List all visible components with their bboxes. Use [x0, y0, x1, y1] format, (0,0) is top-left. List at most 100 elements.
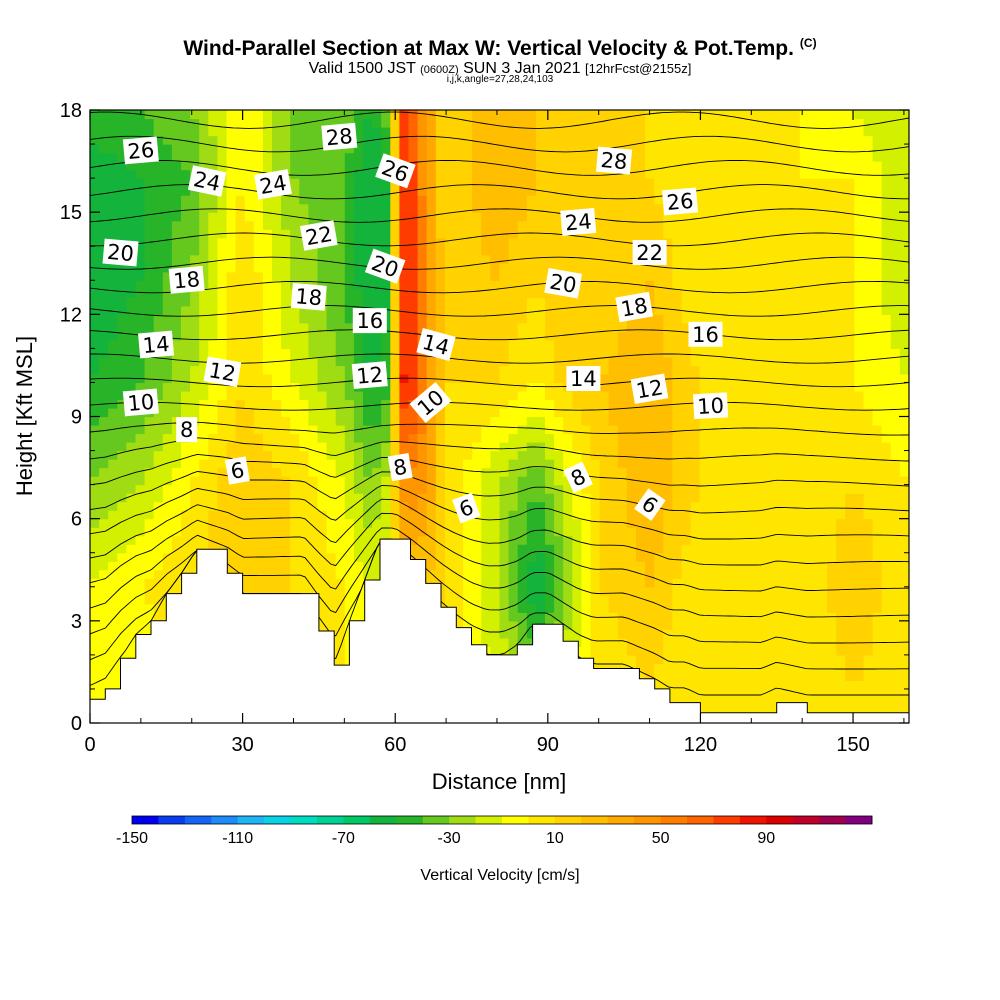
- velocity-cell: [663, 544, 673, 554]
- velocity-cell: [372, 339, 382, 349]
- velocity-cell: [535, 484, 546, 494]
- velocity-cell: [399, 203, 410, 213]
- velocity-cell: [499, 390, 510, 401]
- velocity-cell: [463, 425, 473, 435]
- velocity-cell: [535, 135, 546, 145]
- velocity-cell: [526, 271, 537, 281]
- velocity-cell: [262, 561, 273, 571]
- velocity-cell: [490, 186, 501, 196]
- velocity-cell: [472, 246, 482, 256]
- velocity-cell: [435, 322, 446, 332]
- velocity-cell: [108, 603, 118, 613]
- velocity-cell: [454, 263, 464, 273]
- velocity-cell: [472, 484, 482, 494]
- velocity-cell: [608, 467, 619, 477]
- velocity-cell: [636, 612, 646, 622]
- velocity-cell: [208, 433, 218, 443]
- velocity-cell: [444, 544, 455, 554]
- velocity-cell: [344, 169, 355, 179]
- velocity-cell: [208, 425, 218, 435]
- velocity-cell: [99, 510, 109, 520]
- velocity-cell: [626, 373, 637, 384]
- velocity-cell: [617, 322, 628, 332]
- velocity-cell: [262, 373, 273, 384]
- velocity-cell: [299, 186, 309, 196]
- velocity-cell: [308, 433, 319, 443]
- velocity-cell: [290, 203, 300, 213]
- velocity-cell: [235, 407, 246, 418]
- velocity-cell: [181, 220, 191, 230]
- velocity-cell: [199, 297, 209, 307]
- velocity-cell: [535, 535, 546, 545]
- velocity-cell: [590, 127, 601, 137]
- velocity-cell: [190, 152, 200, 162]
- velocity-cell: [554, 390, 564, 401]
- velocity-cell: [326, 586, 337, 596]
- velocity-cell: [699, 254, 710, 264]
- velocity-cell: [335, 518, 346, 528]
- velocity-cell: [126, 331, 137, 341]
- velocity-cell: [526, 348, 537, 358]
- velocity-cell: [299, 331, 309, 341]
- velocity-cell: [253, 263, 264, 273]
- velocity-cell: [90, 356, 100, 367]
- velocity-cell: [372, 178, 382, 188]
- velocity-cell: [363, 518, 373, 528]
- velocity-cell: [654, 220, 664, 230]
- velocity-cell: [199, 135, 209, 145]
- velocity-cell: [181, 212, 191, 222]
- velocity-cell: [626, 365, 637, 375]
- velocity-cell: [626, 629, 637, 639]
- velocity-cell: [390, 484, 400, 494]
- velocity-cell: [253, 459, 264, 469]
- velocity-cell: [217, 297, 228, 307]
- velocity-cell: [308, 544, 319, 554]
- velocity-cell: [190, 476, 200, 486]
- velocity-cell: [636, 339, 646, 349]
- velocity-cell: [572, 578, 582, 588]
- velocity-cell: [281, 569, 291, 579]
- velocity-cell: [663, 510, 673, 520]
- velocity-cell: [272, 161, 282, 171]
- velocity-cell: [454, 314, 464, 324]
- velocity-cell: [290, 229, 300, 239]
- velocity-cell: [599, 663, 610, 673]
- velocity-cell: [699, 271, 710, 281]
- velocity-cell: [499, 169, 510, 179]
- velocity-cell: [335, 493, 346, 503]
- velocity-cell: [426, 186, 437, 196]
- velocity-cell: [699, 527, 710, 537]
- velocity-cell: [381, 356, 391, 367]
- velocity-cell: [590, 331, 601, 341]
- velocity-cell: [499, 501, 510, 511]
- velocity-cell: [326, 178, 337, 188]
- velocity-cell: [190, 365, 200, 375]
- velocity-cell: [426, 425, 437, 435]
- velocity-cell: [472, 433, 482, 443]
- velocity-cell: [281, 271, 291, 281]
- velocity-cell: [572, 552, 582, 562]
- velocity-cell: [281, 263, 291, 273]
- velocity-cell: [526, 212, 537, 222]
- velocity-cell: [708, 476, 719, 486]
- velocity-cell: [463, 118, 473, 128]
- velocity-cell: [117, 348, 127, 358]
- velocity-cell: [90, 476, 100, 486]
- velocity-cell: [599, 212, 610, 222]
- velocity-cell: [317, 544, 328, 554]
- velocity-cell: [454, 288, 464, 298]
- velocity-cell: [690, 288, 701, 298]
- velocity-cell: [344, 144, 355, 154]
- velocity-cell: [654, 671, 664, 682]
- velocity-cell: [717, 705, 728, 716]
- velocity-cell: [654, 127, 664, 137]
- velocity-cell: [144, 297, 155, 307]
- velocity-cell: [290, 322, 300, 332]
- velocity-cell: [417, 118, 428, 128]
- velocity-cell: [426, 416, 437, 426]
- velocity-cell: [645, 637, 655, 647]
- velocity-cell: [690, 212, 701, 222]
- velocity-cell: [708, 288, 719, 298]
- velocity-cell: [499, 484, 510, 494]
- velocity-cell: [335, 586, 346, 596]
